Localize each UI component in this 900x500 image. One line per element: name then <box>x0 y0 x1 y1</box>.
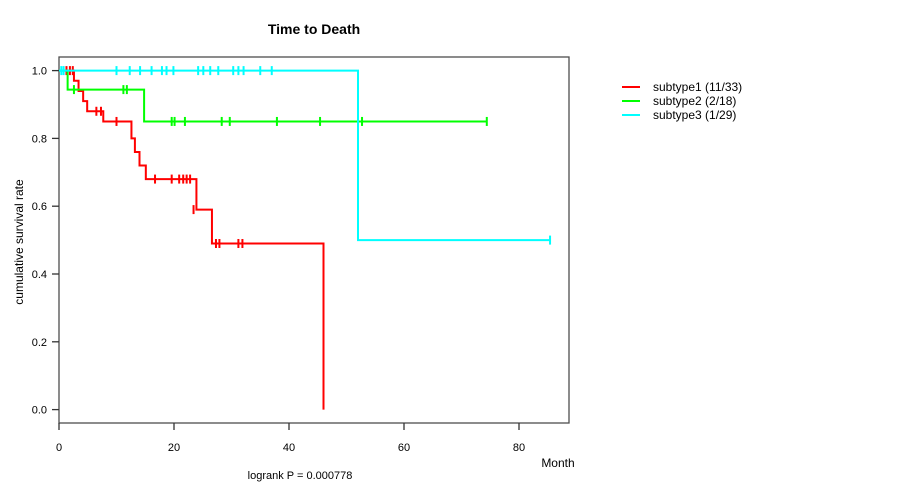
y-tick-label: 0.6 <box>32 201 47 213</box>
legend-label-subtype2: subtype2 (2/18) <box>653 94 737 108</box>
legend-line-subtype1 <box>622 86 640 88</box>
subtype3-survival-curve <box>59 69 551 242</box>
subtype1-survival-curve <box>59 69 325 410</box>
x-tick-label: 40 <box>283 442 295 454</box>
plot-box <box>58 56 570 424</box>
x-tick-label: 20 <box>168 442 180 454</box>
legend-line-subtype3 <box>622 114 640 116</box>
x-tick-label: 80 <box>513 442 525 454</box>
y-tick-label: 0.2 <box>32 337 47 349</box>
logrank-p-annotation: logrank P = 0.000778 <box>247 470 353 482</box>
legend-label-subtype3: subtype3 (1/29) <box>653 108 737 122</box>
y-tick-label: 0.4 <box>32 269 47 281</box>
x-tick-label: 0 <box>56 442 62 454</box>
x-axis-label: Month <box>541 456 575 470</box>
subtype2-survival-curve <box>59 69 487 123</box>
legend-item-subtype2: subtype2 (2/18) <box>622 94 742 108</box>
chart-title: Time to Death <box>267 21 361 37</box>
legend-item-subtype3: subtype3 (1/29) <box>622 108 742 122</box>
x-tick-label: 60 <box>398 442 410 454</box>
y-tick-label: 1.0 <box>32 66 47 78</box>
y-tick-label: 0.8 <box>32 133 47 145</box>
legend-label-subtype1: subtype1 (11/33) <box>653 80 743 94</box>
y-tick-label: 0.0 <box>32 405 47 417</box>
legend: subtype1 (11/33) subtype2 (2/18) subtype… <box>622 80 742 122</box>
legend-line-subtype2 <box>622 100 640 102</box>
legend-item-subtype1: subtype1 (11/33) <box>622 80 742 94</box>
